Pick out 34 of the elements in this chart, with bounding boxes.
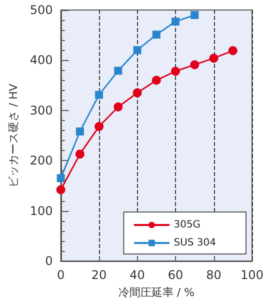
x-tick-label: 100: [240, 268, 264, 282]
point: [95, 90, 104, 99]
point: [190, 60, 200, 70]
point: [76, 127, 84, 136]
y-tick-label: 300: [30, 103, 53, 118]
y-tick-label: 500: [30, 3, 53, 17]
y-tick-label: 0: [45, 254, 53, 268]
point: [172, 18, 180, 26]
x-tick-label: 60: [168, 268, 184, 282]
point: [190, 11, 199, 20]
x-axis-title: 冷間圧延率 / %: [118, 286, 194, 299]
point: [56, 174, 65, 182]
y-tick-label: 200: [30, 154, 53, 168]
point: [152, 30, 160, 39]
point: [94, 122, 104, 131]
x-tick-label: 0: [56, 268, 65, 282]
point: [228, 46, 238, 56]
point: [132, 88, 142, 98]
y-tick-label: 100: [30, 204, 53, 218]
y-tick-label: 400: [30, 53, 53, 68]
point: [209, 54, 218, 63]
legend-label: SUS 304: [174, 238, 216, 248]
legend-label: 305G: [174, 220, 201, 230]
x-tick-label: 80: [206, 268, 222, 282]
point: [133, 46, 142, 54]
y-axis-title: ビッカース硬さ / HV: [7, 83, 20, 188]
point: [56, 185, 66, 194]
point: [152, 76, 161, 85]
point: [75, 150, 84, 159]
x-tick-label: 20: [91, 268, 107, 282]
x-tick-label: 40: [130, 268, 145, 282]
point: [114, 102, 123, 112]
point: [114, 66, 122, 75]
point: [171, 66, 180, 76]
